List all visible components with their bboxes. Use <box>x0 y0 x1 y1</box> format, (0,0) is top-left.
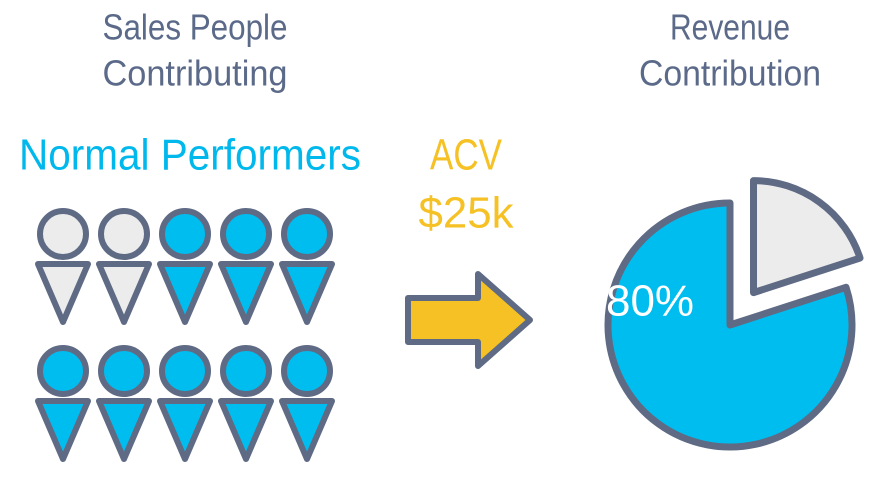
group-label: Normal Performers <box>19 131 361 180</box>
person-body <box>279 398 335 462</box>
pie-remainder <box>750 177 864 297</box>
right-title-line: Contribution <box>639 53 821 94</box>
person-head <box>98 345 150 397</box>
person <box>218 345 274 462</box>
person <box>157 345 213 462</box>
person-body <box>157 261 213 325</box>
arrow <box>405 271 533 369</box>
person <box>279 345 335 462</box>
acv-value: $25k <box>419 189 515 238</box>
person-body <box>157 398 213 462</box>
person-body <box>279 261 335 325</box>
person <box>35 208 91 325</box>
person <box>96 208 152 325</box>
person <box>157 208 213 325</box>
person-head <box>220 208 272 260</box>
people <box>35 208 335 462</box>
person-head <box>281 345 333 397</box>
person-head <box>159 208 211 260</box>
person-head <box>281 208 333 260</box>
person-body <box>35 398 91 462</box>
acv-label: ACV <box>430 131 503 180</box>
pie-slice <box>604 199 856 451</box>
person-head <box>220 345 272 397</box>
person <box>96 345 152 462</box>
person <box>218 208 274 325</box>
person-head <box>98 208 150 260</box>
person-head <box>159 345 211 397</box>
person-body <box>218 261 274 325</box>
person <box>35 345 91 462</box>
person-body <box>218 398 274 462</box>
left-title-line: Contributing <box>103 53 288 94</box>
person-head <box>37 208 89 260</box>
person-body <box>96 398 152 462</box>
right-title-line: Revenue <box>670 7 790 48</box>
pie-value-label: 80% <box>606 277 694 326</box>
left-title-line: Sales People <box>103 7 288 48</box>
person <box>279 208 335 325</box>
person-body <box>35 261 91 325</box>
pie: 80% <box>604 177 864 451</box>
person-body <box>96 261 152 325</box>
person-head <box>37 345 89 397</box>
